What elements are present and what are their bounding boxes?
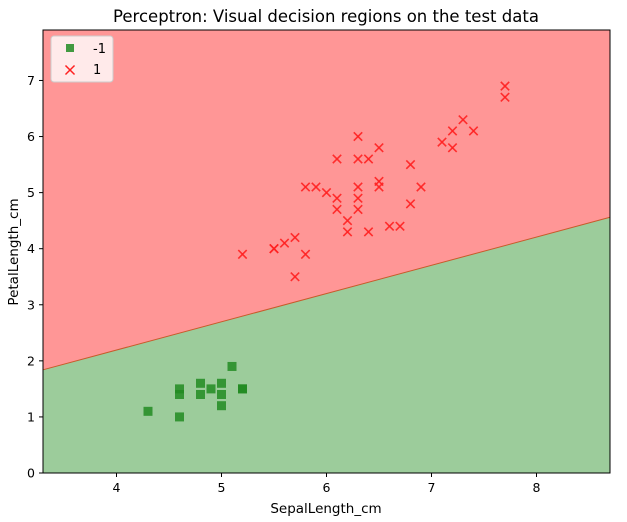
x-axis-label: SepalLength_cm bbox=[270, 501, 381, 517]
y-tick-label: 0 bbox=[27, 466, 35, 481]
legend-label-neg1: -1 bbox=[93, 42, 106, 57]
plot-area bbox=[42, 29, 611, 474]
x-tick-label: 5 bbox=[218, 480, 226, 495]
data-point-class-1 bbox=[395, 221, 405, 232]
data-point-class-neg1 bbox=[175, 389, 184, 399]
data-point-class-neg1 bbox=[217, 401, 226, 411]
decision-region-class-1 bbox=[43, 30, 610, 370]
x-tick-label: 4 bbox=[113, 480, 121, 495]
data-point-class-1 bbox=[384, 221, 395, 232]
data-point-class-1 bbox=[447, 126, 458, 136]
data-points bbox=[143, 81, 510, 422]
data-point-class-1 bbox=[353, 204, 363, 215]
data-point-class-1 bbox=[332, 154, 342, 164]
x-tick-label: 6 bbox=[323, 480, 331, 495]
x-axis-ticks: 4 5 6 7 8 bbox=[113, 473, 541, 495]
data-point-class-1 bbox=[300, 249, 311, 260]
data-point-class-neg1 bbox=[217, 378, 226, 388]
data-point-class-neg1 bbox=[217, 389, 226, 399]
data-point-class-1 bbox=[290, 271, 300, 282]
data-point-class-1 bbox=[321, 187, 332, 198]
y-axis-ticks: 0 1 2 3 4 5 6 7 bbox=[27, 73, 43, 481]
y-axis-label: PetalLength_cm bbox=[6, 198, 22, 305]
data-point-class-1 bbox=[269, 243, 279, 254]
data-point-class-neg1 bbox=[196, 378, 205, 388]
data-point-class-1 bbox=[416, 182, 426, 192]
data-point-class-1 bbox=[353, 193, 363, 203]
data-point-class-1 bbox=[311, 182, 321, 192]
data-point-class-1 bbox=[405, 159, 416, 170]
y-tick-label: 4 bbox=[27, 241, 35, 256]
y-tick-label: 5 bbox=[27, 185, 35, 200]
data-point-class-1 bbox=[279, 238, 290, 248]
watermark: https://blog.csdn.net/qq_41185868 bbox=[380, 497, 608, 512]
data-point-class-neg1 bbox=[238, 384, 247, 394]
data-point-class-1 bbox=[458, 114, 468, 125]
x-tick-label: 7 bbox=[428, 480, 436, 495]
data-point-class-1 bbox=[374, 182, 384, 192]
data-point-class-1 bbox=[447, 142, 458, 153]
legend-marker-square bbox=[66, 44, 74, 52]
data-point-class-1 bbox=[500, 81, 510, 91]
data-point-class-1 bbox=[353, 131, 363, 142]
y-tick-label: 6 bbox=[27, 129, 35, 144]
data-point-class-1 bbox=[332, 193, 342, 203]
data-point-class-neg1 bbox=[175, 412, 184, 422]
data-point-class-1 bbox=[342, 227, 353, 237]
data-point-class-1 bbox=[374, 142, 384, 153]
data-point-class-neg1 bbox=[143, 406, 153, 416]
chart-title: Perceptron: Visual decision regions on t… bbox=[113, 7, 539, 26]
data-point-class-1 bbox=[342, 215, 353, 226]
y-tick-label: 1 bbox=[27, 409, 35, 424]
data-point-class-1 bbox=[300, 182, 311, 192]
data-point-class-1 bbox=[363, 227, 374, 237]
legend-label-1: 1 bbox=[93, 63, 101, 78]
data-point-class-1 bbox=[500, 92, 510, 103]
data-point-class-1 bbox=[468, 126, 479, 136]
data-point-class-neg1 bbox=[196, 389, 205, 399]
legend: -1 1 bbox=[50, 35, 114, 83]
data-point-class-neg1 bbox=[227, 361, 237, 371]
decision-boundary-line bbox=[42, 216, 611, 371]
legend-marker-x bbox=[64, 64, 76, 76]
y-tick-label: 3 bbox=[27, 297, 35, 312]
data-point-class-1 bbox=[353, 154, 363, 164]
data-point-class-1 bbox=[290, 232, 300, 243]
data-point-class-neg1 bbox=[206, 384, 216, 394]
data-point-class-1 bbox=[353, 182, 363, 192]
data-point-class-1 bbox=[237, 249, 248, 260]
data-point-class-1 bbox=[332, 204, 342, 215]
decision-region-class-neg1 bbox=[43, 217, 610, 473]
data-point-class-1 bbox=[437, 137, 447, 147]
y-tick-label: 7 bbox=[27, 73, 35, 88]
y-tick-label: 2 bbox=[27, 353, 35, 368]
data-point-class-1 bbox=[363, 154, 374, 164]
data-point-class-neg1 bbox=[175, 384, 184, 394]
data-point-class-1 bbox=[405, 199, 416, 209]
x-tick-label: 8 bbox=[533, 480, 541, 495]
